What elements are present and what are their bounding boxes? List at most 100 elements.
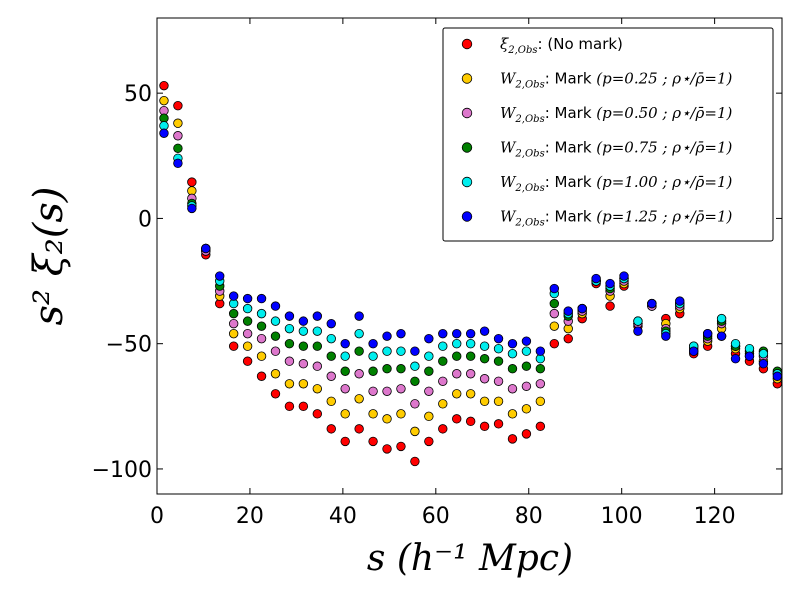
data-point xyxy=(493,419,504,429)
data-point xyxy=(758,359,769,369)
data-point xyxy=(354,346,364,356)
data-point xyxy=(465,351,476,361)
data-point xyxy=(521,429,532,439)
data-point xyxy=(284,401,295,412)
data-point xyxy=(284,311,295,321)
data-point xyxy=(438,424,448,434)
data-point xyxy=(312,341,323,351)
legend-label: W2,Obs: Mark (p=0.50 ; ρ⋆/ρ̄=1) xyxy=(500,104,732,125)
data-point xyxy=(438,399,448,409)
data-point xyxy=(535,379,546,389)
data-point xyxy=(270,369,281,379)
data-point xyxy=(368,366,378,376)
data-point xyxy=(424,386,434,396)
legend-marker xyxy=(461,38,473,50)
data-point xyxy=(410,399,420,409)
data-point xyxy=(298,316,309,326)
data-point xyxy=(242,293,253,304)
data-point xyxy=(465,389,476,399)
data-point xyxy=(173,100,183,111)
data-point xyxy=(368,436,378,447)
data-point xyxy=(298,401,309,412)
data-point xyxy=(256,293,267,304)
data-point xyxy=(396,384,406,394)
data-point xyxy=(368,386,378,396)
data-point xyxy=(326,371,336,381)
x-tick-label: 120 xyxy=(694,504,736,529)
data-point xyxy=(159,80,169,91)
data-point xyxy=(479,354,490,364)
data-point xyxy=(493,376,504,386)
data-point xyxy=(159,95,169,106)
data-point xyxy=(549,321,560,331)
data-point xyxy=(256,371,267,381)
data-point xyxy=(312,361,323,371)
data-point xyxy=(256,321,267,331)
y-tick-label: 0 xyxy=(138,207,152,232)
data-point xyxy=(298,341,309,351)
data-points xyxy=(159,80,783,467)
data-point xyxy=(270,316,281,326)
data-point xyxy=(479,326,490,336)
data-point xyxy=(270,389,281,399)
data-point xyxy=(326,424,336,434)
data-point xyxy=(535,346,546,356)
data-point xyxy=(744,351,755,361)
data-point xyxy=(702,328,713,339)
data-point xyxy=(507,409,518,419)
data-point xyxy=(201,243,211,254)
data-point xyxy=(424,366,434,376)
data-point xyxy=(284,356,295,366)
series-1 xyxy=(159,95,783,437)
axis-tick-labels: 0 20 40 60 80 100 120 50 0 −50 −100 xyxy=(92,82,736,529)
data-point xyxy=(382,444,392,454)
data-point xyxy=(633,316,643,326)
data-point xyxy=(465,338,476,349)
data-point xyxy=(326,333,336,344)
data-point xyxy=(549,308,560,319)
data-point xyxy=(298,379,309,389)
x-axis-title: s (h⁻¹ Mpc) xyxy=(367,538,573,579)
data-point xyxy=(382,364,392,374)
data-point xyxy=(507,338,518,349)
data-point xyxy=(187,203,197,214)
x-tick-label: 40 xyxy=(329,504,357,529)
data-point xyxy=(633,326,643,336)
data-point xyxy=(228,328,239,339)
data-point xyxy=(605,301,615,311)
data-point xyxy=(410,361,420,371)
data-point xyxy=(563,306,573,316)
data-point xyxy=(689,346,699,356)
data-point xyxy=(493,333,504,344)
legend-label: W2,Obs: Mark (p=0.25 ; ρ⋆/ρ̄=1) xyxy=(500,70,732,91)
data-point xyxy=(340,436,350,447)
data-point xyxy=(479,396,490,407)
data-point xyxy=(256,333,267,344)
data-point xyxy=(647,298,657,309)
data-point xyxy=(661,331,671,341)
data-point xyxy=(410,426,420,437)
data-point xyxy=(382,414,392,424)
data-point xyxy=(730,338,741,349)
y-tick-label: −100 xyxy=(92,458,152,483)
data-point xyxy=(549,283,560,294)
data-point xyxy=(438,341,448,351)
legend-marker xyxy=(461,142,473,153)
data-point xyxy=(410,346,420,356)
data-point xyxy=(242,341,253,351)
data-point xyxy=(228,341,239,351)
data-point xyxy=(465,328,476,339)
data-point xyxy=(228,318,239,329)
data-point xyxy=(535,421,546,432)
data-point xyxy=(368,409,378,419)
data-point xyxy=(228,308,239,319)
data-point xyxy=(452,328,462,339)
y-axis-title: s² ξ₂(s) xyxy=(26,186,72,325)
data-point xyxy=(326,351,336,361)
legend-label: ξ2,Obs: (No mark) xyxy=(500,35,623,56)
data-point xyxy=(535,364,546,374)
data-point xyxy=(382,331,392,341)
data-point xyxy=(591,273,601,284)
x-tick-label: 0 xyxy=(150,504,164,529)
data-point xyxy=(284,338,295,349)
